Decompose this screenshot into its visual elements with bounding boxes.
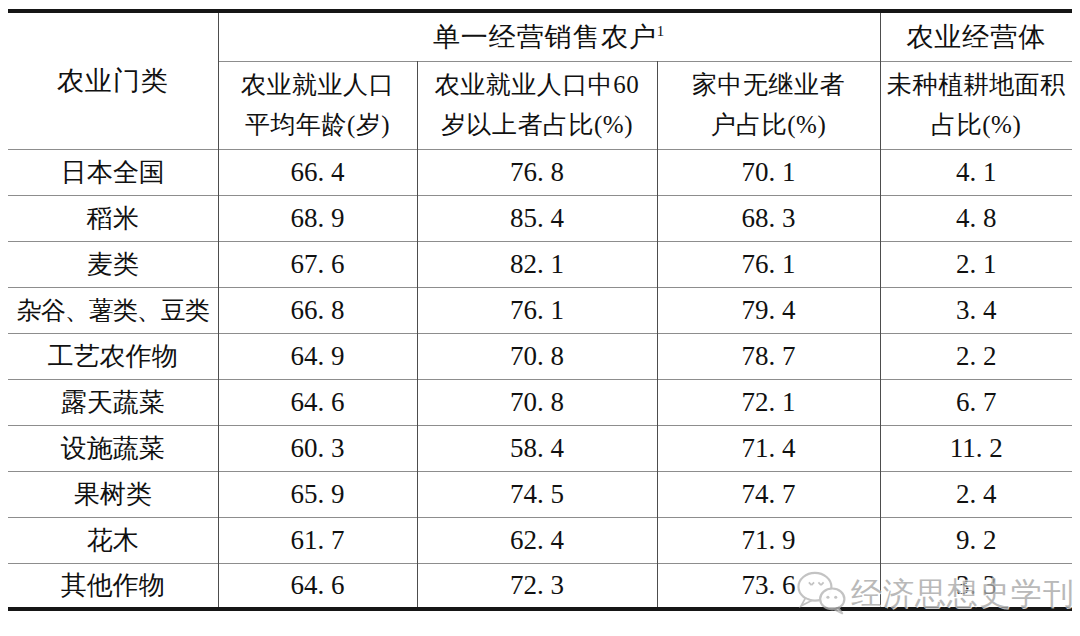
- header-no-successor-line1: 家中无继业者: [658, 65, 880, 105]
- table-cell: 62. 4: [417, 517, 657, 563]
- table-cell: 3. 3: [880, 563, 1072, 609]
- table-cell: 68. 9: [218, 195, 417, 241]
- table-cell: 64. 6: [218, 379, 417, 425]
- row-label: 露天蔬菜: [8, 379, 218, 425]
- table-cell: 72. 1: [657, 379, 880, 425]
- table-row: 稻米 68. 9 85. 4 68. 3 4. 8: [8, 195, 1072, 241]
- row-label: 果树类: [8, 471, 218, 517]
- table-row: 设施蔬菜 60. 3 58. 4 71. 4 11. 2: [8, 425, 1072, 471]
- header-over60-ratio-line1: 农业就业人口中60: [418, 65, 657, 105]
- table-row: 果树类 65. 9 74. 5 74. 7 2. 4: [8, 471, 1072, 517]
- table-cell: 6. 7: [880, 379, 1072, 425]
- table-row: 露天蔬菜 64. 6 70. 8 72. 1 6. 7: [8, 379, 1072, 425]
- table-cell: 72. 3: [417, 563, 657, 609]
- header-no-successor-line2: 户占比(%): [658, 105, 880, 145]
- table-cell: 82. 1: [417, 241, 657, 287]
- table-cell: 74. 5: [417, 471, 657, 517]
- table-cell: 11. 2: [880, 425, 1072, 471]
- table-cell: 4. 8: [880, 195, 1072, 241]
- row-label: 设施蔬菜: [8, 425, 218, 471]
- table-cell: 71. 9: [657, 517, 880, 563]
- footnote-superscript: 1: [657, 23, 665, 39]
- table-row: 其他作物 64. 6 72. 3 73. 6 3. 3: [8, 563, 1072, 609]
- table-cell: 3. 4: [880, 287, 1072, 333]
- header-unplanted-land: 未种植耕地面积 占比(%): [880, 61, 1072, 149]
- table-cell: 66. 4: [218, 149, 417, 195]
- table-cell: 67. 6: [218, 241, 417, 287]
- table-cell: 76. 1: [657, 241, 880, 287]
- header-group-agri-entity: 农业经营体: [880, 11, 1072, 61]
- page: 农业门类 单一经营销售农户1 农业经营体 农业就业人口 平均年龄(岁) 农业就业…: [0, 9, 1080, 636]
- table-cell: 61. 7: [218, 517, 417, 563]
- table-cell: 71. 4: [657, 425, 880, 471]
- table-cell: 78. 7: [657, 333, 880, 379]
- row-label: 花木: [8, 517, 218, 563]
- header-group-single-farmer-text: 单一经营销售农户: [433, 22, 657, 52]
- header-unplanted-land-line1: 未种植耕地面积: [881, 65, 1073, 105]
- header-category: 农业门类: [8, 11, 218, 149]
- table-cell: 9. 2: [880, 517, 1072, 563]
- header-avg-age-line2: 平均年龄(岁): [219, 105, 417, 145]
- table-cell: 60. 3: [218, 425, 417, 471]
- table-row: 日本全国 66. 4 76. 8 70. 1 4. 1: [8, 149, 1072, 195]
- table-cell: 74. 7: [657, 471, 880, 517]
- table-cell: 2. 4: [880, 471, 1072, 517]
- table-cell: 85. 4: [417, 195, 657, 241]
- row-label: 麦类: [8, 241, 218, 287]
- table-cell: 73. 6: [657, 563, 880, 609]
- table-cell: 70. 8: [417, 333, 657, 379]
- header-avg-age-line1: 农业就业人口: [219, 65, 417, 105]
- table-cell: 64. 6: [218, 563, 417, 609]
- row-label: 杂谷、薯类、豆类: [8, 287, 218, 333]
- row-label: 日本全国: [8, 149, 218, 195]
- row-label: 工艺农作物: [8, 333, 218, 379]
- row-label: 其他作物: [8, 563, 218, 609]
- header-over60-ratio: 农业就业人口中60 岁以上者占比(%): [417, 61, 657, 149]
- table-row: 麦类 67. 6 82. 1 76. 1 2. 1: [8, 241, 1072, 287]
- table-cell: 65. 9: [218, 471, 417, 517]
- table-cell: 76. 1: [417, 287, 657, 333]
- row-label: 稻米: [8, 195, 218, 241]
- table-row: 花木 61. 7 62. 4 71. 9 9. 2: [8, 517, 1072, 563]
- table-cell: 70. 8: [417, 379, 657, 425]
- table-cell: 4. 1: [880, 149, 1072, 195]
- table-row: 工艺农作物 64. 9 70. 8 78. 7 2. 2: [8, 333, 1072, 379]
- header-no-successor: 家中无继业者 户占比(%): [657, 61, 880, 149]
- table-cell: 68. 3: [657, 195, 880, 241]
- header-group-single-farmer: 单一经营销售农户1: [218, 11, 880, 61]
- table-cell: 58. 4: [417, 425, 657, 471]
- table-cell: 70. 1: [657, 149, 880, 195]
- table-cell: 2. 2: [880, 333, 1072, 379]
- statistics-table: 农业门类 单一经营销售农户1 农业经营体 农业就业人口 平均年龄(岁) 农业就业…: [8, 9, 1072, 611]
- table-cell: 2. 1: [880, 241, 1072, 287]
- table-cell: 66. 8: [218, 287, 417, 333]
- header-over60-ratio-line2: 岁以上者占比(%): [418, 105, 657, 145]
- table-cell: 76. 8: [417, 149, 657, 195]
- header-avg-age: 农业就业人口 平均年龄(岁): [218, 61, 417, 149]
- table-cell: 79. 4: [657, 287, 880, 333]
- table-row: 杂谷、薯类、豆类 66. 8 76. 1 79. 4 3. 4: [8, 287, 1072, 333]
- table-cell: 64. 9: [218, 333, 417, 379]
- header-unplanted-land-line2: 占比(%): [881, 105, 1073, 145]
